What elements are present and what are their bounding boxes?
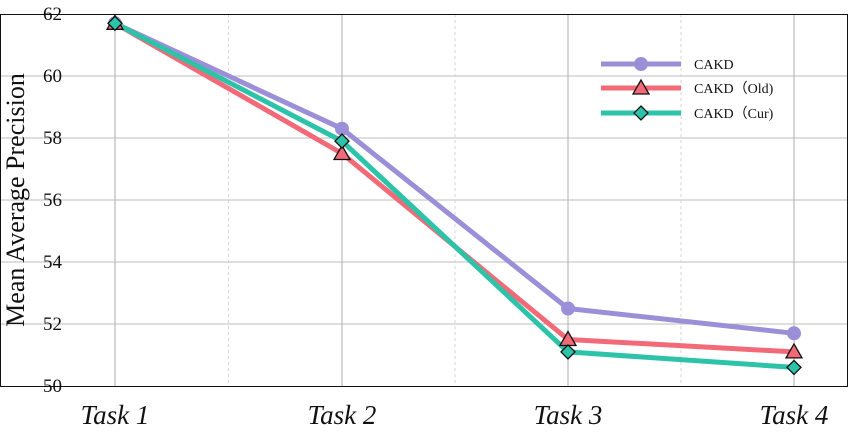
series-line — [112, 20, 797, 370]
data-point — [560, 343, 576, 360]
y-tick-label: 58 — [43, 128, 62, 149]
y-tick-label: 60 — [43, 66, 62, 87]
legend-label: CAKD（Old) — [694, 81, 774, 97]
legend-label: CAKD — [694, 58, 734, 73]
x-tick-label: Task 2 — [308, 400, 377, 430]
legend-label: CAKD（Cur) — [694, 106, 774, 122]
data-point — [561, 301, 575, 316]
y-tick-labels: 50 52 54 56 58 60 62 — [43, 4, 63, 397]
grid-lines — [0, 14, 848, 386]
data-point — [334, 133, 350, 150]
legend-marker — [634, 57, 648, 71]
legend: CAKD CAKD（Old) CAKD（Cur) — [601, 57, 774, 122]
x-tick-label: Task 1 — [81, 400, 150, 430]
data-point — [787, 326, 801, 341]
legend-marker — [633, 105, 649, 121]
y-tick-label: 50 — [43, 376, 62, 397]
series-line — [112, 20, 797, 336]
data-point — [332, 144, 352, 161]
series-group — [105, 13, 804, 376]
data-point — [786, 359, 802, 376]
y-tick-label: 62 — [43, 4, 62, 25]
y-tick-label: 56 — [43, 190, 62, 211]
y-tick-label: 52 — [43, 314, 62, 335]
x-tick-label: Task 3 — [534, 400, 603, 430]
x-tick-label: Task 4 — [760, 400, 829, 430]
y-tick-label: 54 — [43, 252, 63, 273]
legend-marker — [631, 78, 651, 95]
data-point — [784, 342, 804, 359]
data-point — [107, 15, 123, 32]
y-axis-label: Mean Average Precision — [1, 73, 30, 327]
x-tick-labels: Task 1 Task 2 Task 3 Task 4 — [81, 400, 829, 430]
